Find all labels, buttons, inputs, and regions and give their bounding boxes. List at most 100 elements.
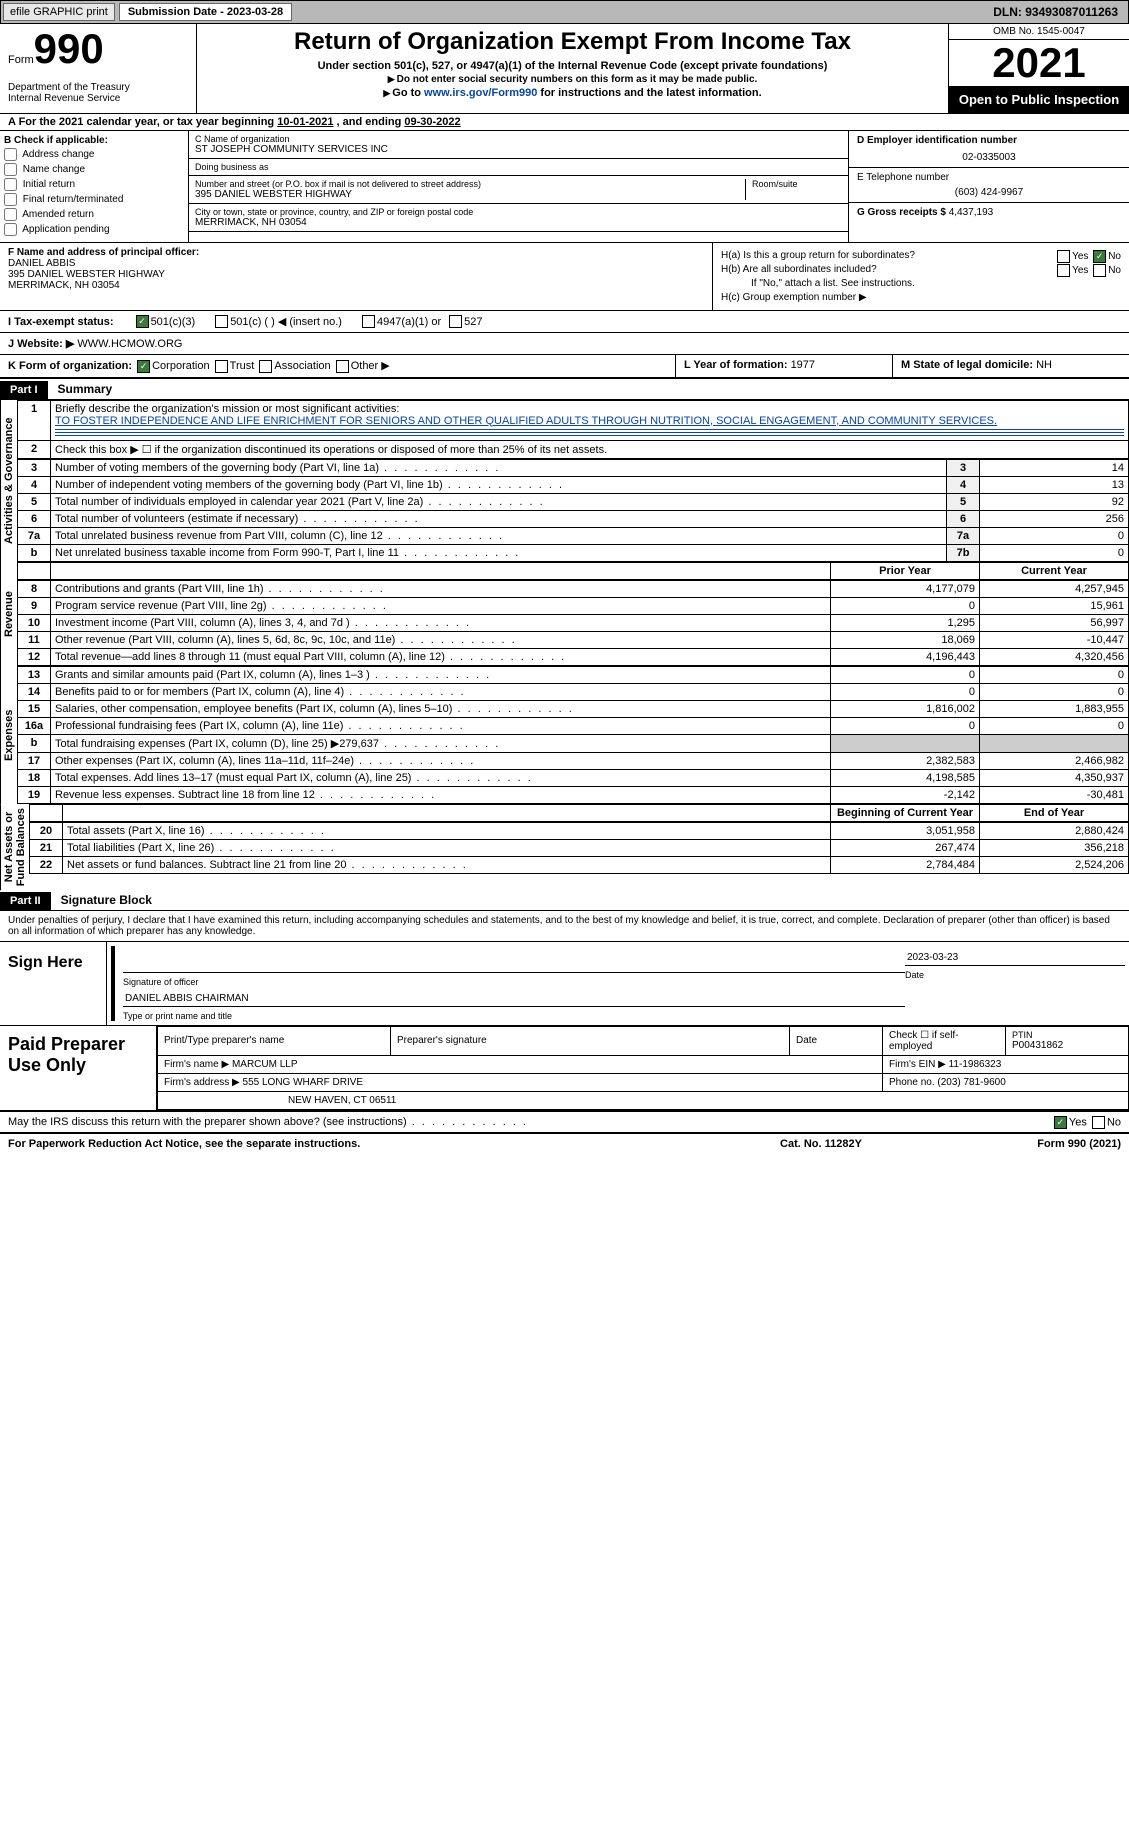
colb-checkbox-item[interactable]: Initial return — [4, 178, 184, 191]
efile-print-button[interactable]: efile GRAPHIC print — [3, 3, 115, 21]
tax-year: 2021 — [949, 40, 1129, 86]
section-b-c-d: B Check if applicable: Address change Na… — [0, 131, 1129, 243]
part1-header: Part ISummary — [0, 379, 1129, 400]
ssn-warning: Do not enter social security numbers on … — [201, 74, 944, 85]
hdr-bcy: Beginning of Current Year — [831, 804, 980, 821]
gross-value: 4,437,193 — [949, 207, 994, 218]
name-title-label: Type or print name and title — [123, 1011, 905, 1021]
colb-checkbox-item[interactable]: Final return/terminated — [4, 193, 184, 206]
501c3-checkbox[interactable] — [136, 315, 149, 328]
vlabel-activities: Activities & Governance — [0, 400, 17, 562]
527-checkbox[interactable] — [449, 315, 462, 328]
summary-expenses: Expenses 13Grants and similar amounts pa… — [0, 666, 1129, 804]
firm-ein: 11-1986323 — [949, 1059, 1002, 1070]
firm-phone: (203) 781-9600 — [937, 1077, 1005, 1088]
col-b-header: B Check if applicable: — [4, 135, 184, 146]
tel-label: E Telephone number — [857, 172, 1121, 183]
foot-cat: Cat. No. 11282Y — [721, 1138, 921, 1150]
city-value: MERRIMACK, NH 03054 — [195, 217, 842, 228]
sign-date-label: Date — [905, 970, 1125, 980]
prep-self-hdr: Check ☐ if self-employed — [883, 1026, 1006, 1055]
room-label: Room/suite — [752, 179, 842, 189]
omb-number: OMB No. 1545-0047 — [949, 24, 1129, 40]
q2-text: Check this box ▶ ☐ if the organization d… — [51, 440, 1129, 458]
colb-checkbox-item[interactable]: Application pending — [4, 223, 184, 236]
dba-label: Doing business as — [195, 162, 842, 172]
form-number: 990 — [34, 25, 104, 72]
gross-label: G Gross receipts $ — [857, 207, 949, 218]
col-c-org-info: C Name of organizationST JOSEPH COMMUNIT… — [189, 131, 848, 242]
q1-text: Briefly describe the organization's miss… — [55, 403, 1124, 415]
officer-label: F Name and address of principal officer: — [8, 247, 704, 258]
sign-here-label: Sign Here — [0, 942, 107, 1025]
row-a-tax-year: A For the 2021 calendar year, or tax yea… — [0, 114, 1129, 131]
top-toolbar: efile GRAPHIC print Submission Date - 20… — [0, 0, 1129, 24]
ptin-value: P00431862 — [1012, 1040, 1122, 1051]
sig-officer-label: Signature of officer — [123, 977, 905, 987]
declaration-text: Under penalties of perjury, I declare th… — [0, 911, 1129, 942]
discuss-row: May the IRS discuss this return with the… — [0, 1112, 1129, 1134]
org-name: ST JOSEPH COMMUNITY SERVICES INC — [195, 144, 842, 155]
h-b-row: H(b) Are all subordinates included? Yes … — [721, 264, 1121, 275]
org-name-label: C Name of organization — [195, 134, 842, 144]
col-b-checkboxes: B Check if applicable: Address change Na… — [0, 131, 189, 242]
ptin-label: PTIN — [1012, 1030, 1122, 1040]
h-a-row: H(a) Is this a group return for subordin… — [721, 250, 1121, 261]
row-k-l-m: K Form of organization: Corporation Trus… — [0, 355, 1129, 379]
open-to-public: Open to Public Inspection — [949, 86, 1129, 113]
colb-checkbox-item[interactable]: Name change — [4, 163, 184, 176]
col-d-e-g: D Employer identification number 02-03350… — [848, 131, 1129, 242]
footer: For Paperwork Reduction Act Notice, see … — [0, 1134, 1129, 1154]
discuss-yes-checkbox[interactable] — [1054, 1116, 1067, 1129]
addr-value: 395 DANIEL WEBSTER HIGHWAY — [195, 189, 745, 200]
h-note: If "No," attach a list. See instructions… — [721, 278, 1121, 289]
assoc-checkbox[interactable] — [259, 360, 272, 373]
4947-checkbox[interactable] — [362, 315, 375, 328]
domicile-state: NH — [1036, 359, 1052, 371]
preparer-section: Paid Preparer Use Only Print/Type prepar… — [0, 1026, 1129, 1112]
irs-link[interactable]: www.irs.gov/Form990 — [424, 87, 537, 99]
501c-checkbox[interactable] — [215, 315, 228, 328]
row-i-tax-status: I Tax-exempt status: 501(c)(3) 501(c) ( … — [0, 311, 1129, 333]
dln-label: DLN: 93493087011263 — [993, 5, 1126, 19]
section-f-h: F Name and address of principal officer:… — [0, 243, 1129, 311]
sign-date: 2023-03-23 — [905, 950, 1125, 966]
part2-header: Part IISignature Block — [0, 890, 1129, 911]
tel-value: (603) 424-9967 — [857, 187, 1121, 198]
signature-section: Sign Here Signature of officer DANIEL AB… — [0, 942, 1129, 1026]
paid-preparer-label: Paid Preparer Use Only — [0, 1026, 157, 1110]
h-c-row: H(c) Group exemption number ▶ — [721, 292, 1121, 303]
hdr-eoy: End of Year — [980, 804, 1129, 821]
summary-activities: Activities & Governance 1 Briefly descri… — [0, 400, 1129, 562]
vlabel-revenue: Revenue — [0, 562, 17, 666]
firm-addr: 555 LONG WHARF DRIVE — [243, 1077, 364, 1088]
summary-revenue: Revenue Prior YearCurrent Year 8Contribu… — [0, 562, 1129, 666]
summary-netassets: Net Assets or Fund Balances Beginning of… — [0, 804, 1129, 890]
firm-name: MARCUM LLP — [232, 1059, 298, 1070]
ein-label: D Employer identification number — [857, 135, 1121, 146]
discuss-no-checkbox[interactable] — [1092, 1116, 1105, 1129]
website-value: WWW.HCMOW.ORG — [74, 338, 182, 350]
officer-name: DANIEL ABBIS — [8, 258, 704, 269]
trust-checkbox[interactable] — [215, 360, 228, 373]
foot-right: Form 990 (2021) — [921, 1138, 1121, 1150]
mission-text: TO FOSTER INDEPENDENCE AND LIFE ENRICHME… — [55, 415, 1124, 427]
instructions-link-row: Go to www.irs.gov/Form990 for instructio… — [201, 87, 944, 99]
prep-sig-hdr: Preparer's signature — [391, 1026, 790, 1055]
ein-value: 02-0335003 — [857, 152, 1121, 163]
other-checkbox[interactable] — [336, 360, 349, 373]
prep-name-hdr: Print/Type preparer's name — [158, 1026, 391, 1055]
submission-date: Submission Date - 2023-03-28 — [119, 3, 292, 21]
form-title: Return of Organization Exempt From Incom… — [201, 28, 944, 56]
officer-addr: 395 DANIEL WEBSTER HIGHWAY MERRIMACK, NH… — [8, 269, 704, 291]
vlabel-netassets: Net Assets or Fund Balances — [0, 804, 29, 890]
dept-label: Department of the Treasury Internal Reve… — [8, 82, 188, 104]
foot-left: For Paperwork Reduction Act Notice, see … — [8, 1138, 721, 1150]
colb-checkbox-item[interactable]: Address change — [4, 148, 184, 161]
addr-label: Number and street (or P.O. box if mail i… — [195, 179, 745, 189]
corp-checkbox[interactable] — [137, 360, 150, 373]
hdr-prior-year: Prior Year — [831, 562, 980, 579]
form-header: Form990 Department of the Treasury Inter… — [0, 24, 1129, 114]
hdr-current-year: Current Year — [980, 562, 1129, 579]
colb-checkbox-item[interactable]: Amended return — [4, 208, 184, 221]
